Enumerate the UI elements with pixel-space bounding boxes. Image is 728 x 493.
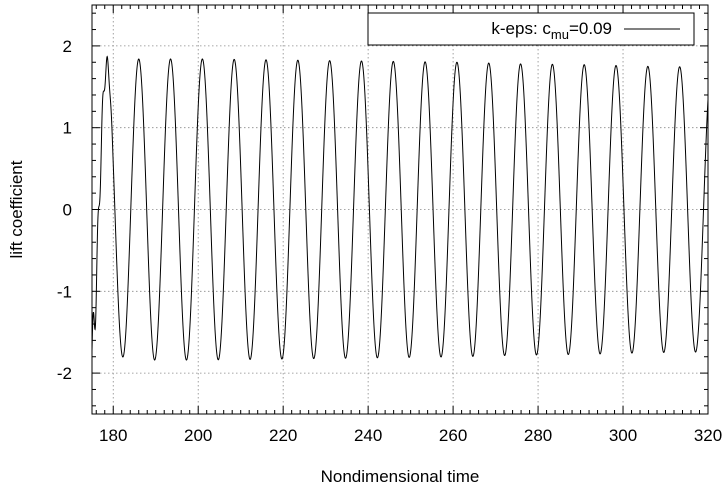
y-tick-label: -2: [57, 364, 72, 383]
x-tick-label: 180: [99, 426, 127, 445]
x-tick-label: 260: [439, 426, 467, 445]
x-tick-label: 300: [609, 426, 637, 445]
x-axis-title: Nondimensional time: [321, 467, 480, 486]
x-axis-tick-labels: 180 200 220 240 260 280 300 320: [99, 426, 722, 445]
axis-ticks: [92, 5, 709, 414]
y-axis-title: lift coefficient: [7, 160, 26, 258]
series-layer: [92, 55, 708, 361]
y-axis-tick-labels: -2 -1 0 1 2: [57, 37, 72, 383]
y-tick-label: -1: [57, 282, 72, 301]
y-tick-label: 1: [63, 119, 72, 138]
legend-label-prefix: k-eps: c: [491, 19, 551, 38]
y-tick-label: 2: [63, 37, 72, 56]
series-line-0: [92, 55, 708, 361]
x-tick-label: 200: [184, 426, 212, 445]
x-tick-label: 220: [269, 426, 297, 445]
x-tick-label: 240: [354, 426, 382, 445]
legend-label: k-eps: cmu=0.09: [491, 19, 612, 42]
legend-label-suffix: =0.09: [569, 19, 612, 38]
x-tick-label: 320: [694, 426, 722, 445]
y-tick-label: 0: [63, 201, 72, 220]
legend: k-eps: cmu=0.09: [367, 12, 695, 46]
x-tick-label: 280: [524, 426, 552, 445]
legend-label-subscript: mu: [551, 27, 569, 42]
grid-lines: [92, 5, 708, 414]
